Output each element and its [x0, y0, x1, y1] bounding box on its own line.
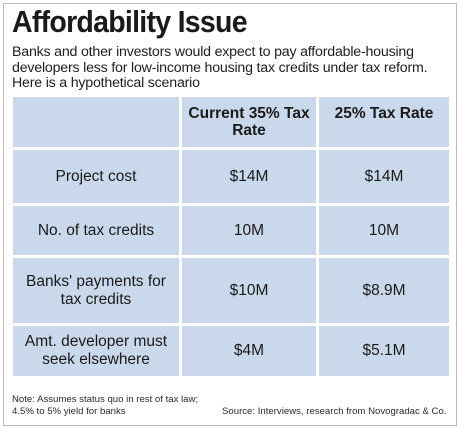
cell-bank-payments-reform: $8.9M	[362, 281, 406, 299]
row-label-tax-credits: No. of tax credits	[37, 221, 155, 239]
cell-project-cost-current: $14M	[229, 167, 269, 185]
row-label-developer-gap: Amt. developer must seek elsewhere	[24, 333, 168, 368]
column-header-current-rate: Current 35% Tax Rate	[188, 105, 310, 139]
row-divider	[13, 147, 449, 150]
column-header-reform-rate: 25% Tax Rate	[334, 104, 434, 122]
footnote: Note: Assumes status quo in rest of tax …	[12, 394, 199, 417]
comparison-table: Current 35% Tax Rate 25% Tax Rate Projec…	[13, 97, 449, 376]
graphic-subtitle: Banks and other investors would expect t…	[12, 44, 428, 91]
cell-tax-credits-reform: 10M	[368, 221, 400, 239]
column-divider	[316, 97, 319, 376]
row-divider	[13, 203, 449, 206]
cell-project-cost-reform: $14M	[364, 167, 404, 185]
cell-developer-gap-current: $4M	[233, 342, 265, 359]
column-divider	[179, 97, 182, 376]
source-credit: Source: Interviews, research from Novogr…	[222, 406, 447, 417]
graphic-frame	[3, 3, 457, 426]
cell-tax-credits-current: 10M	[233, 221, 265, 239]
row-label-project-cost: Project cost	[55, 167, 137, 185]
cell-bank-payments-current: $10M	[229, 281, 269, 299]
row-divider	[13, 323, 449, 326]
row-divider	[13, 255, 449, 258]
row-label-bank-payments: Banks' payments for tax credits	[26, 272, 166, 308]
cell-developer-gap-reform: $5.1M	[362, 342, 406, 359]
graphic-title: Affordability Issue	[12, 4, 248, 39]
